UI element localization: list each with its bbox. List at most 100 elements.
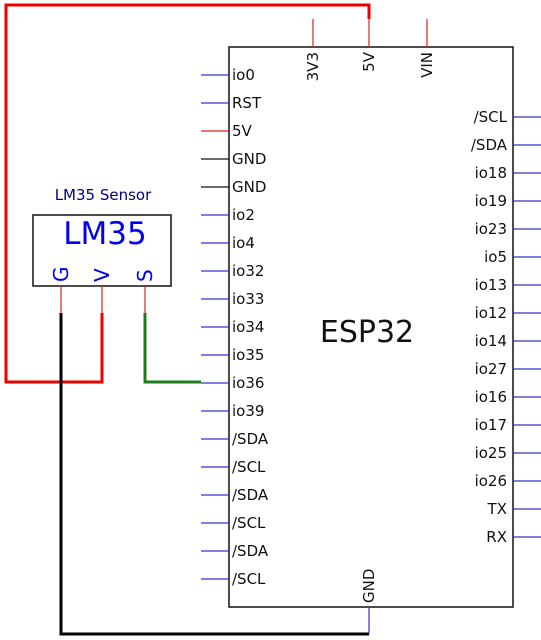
pin-label: /SDA	[232, 430, 269, 448]
pin-left-scl-18: /SCL	[201, 570, 266, 588]
pin-label: io26	[475, 472, 507, 490]
pin-label: RST	[232, 94, 262, 112]
pin-label: GND	[232, 150, 266, 168]
pin-left-scl-16: /SCL	[201, 514, 266, 532]
pin-left-io36-11: io36	[201, 374, 264, 392]
pin-label: io4	[232, 234, 255, 252]
pin-left-rst-1: RST	[201, 94, 262, 112]
pin-left-io33-8: io33	[201, 290, 264, 308]
sensor-caption: LM35 Sensor	[55, 186, 152, 204]
pin-left-io39-12: io39	[201, 402, 264, 420]
pin-label: /SCL	[474, 108, 508, 126]
pin-label: 5V	[360, 51, 378, 72]
wires-layer	[4, 3, 371, 636]
pin-label: 3V3	[304, 52, 322, 81]
pin-label: io17	[475, 416, 507, 434]
pin-label: io5	[484, 248, 507, 266]
pin-right-io12-7: io12	[475, 304, 541, 322]
pin-label: VIN	[418, 52, 436, 78]
pin-top-3v3: 3V3	[304, 19, 322, 81]
chip-right-pins: /SCL/SDA io18 io19 io23 io5 io13 io12 io14 io27 i…	[471, 108, 541, 546]
pin-left-io4-6: io4	[201, 234, 255, 252]
pin-label: io18	[475, 164, 507, 182]
sensor-pin-label: G	[49, 267, 73, 283]
pin-right-io13-6: io13	[475, 276, 541, 294]
sensor-pin-s: S	[133, 269, 157, 313]
pin-label: io32	[232, 262, 264, 280]
pin-top-vin: VIN	[418, 19, 436, 78]
pin-right-io19-3: io19	[475, 192, 541, 210]
chip-top-pins: 3V3 5V VIN	[304, 19, 436, 81]
pin-label: io33	[232, 290, 264, 308]
pin-right-io14-8: io14	[475, 332, 541, 350]
pin-label: /SDA	[232, 542, 269, 560]
pin-label: GND	[360, 569, 378, 603]
pin-right-io27-9: io27	[475, 360, 541, 378]
chip-title: ESP32	[320, 315, 414, 350]
pin-right-io5-5: io5	[484, 248, 541, 266]
pin-left-scl-14: /SCL	[201, 458, 266, 476]
pin-label: io36	[232, 374, 264, 392]
pin-label: /SDA	[471, 136, 508, 154]
pin-label: io19	[475, 192, 507, 210]
pin-left-5v-2: 5V	[201, 122, 253, 140]
pin-label: GND	[232, 178, 266, 196]
sensor-pin-label: S	[133, 269, 157, 282]
pin-top-5v: 5V	[360, 19, 378, 72]
pin-label: io23	[475, 220, 507, 238]
chip-left-pins: io0 RST 5V GND GND io2 io4 io32 io33 io34 io35 io36…	[201, 66, 269, 588]
pin-right-io16-10: io16	[475, 388, 541, 406]
pin-label: io25	[475, 444, 507, 462]
pin-right-io18-2: io18	[475, 164, 541, 182]
sensor-pin-v: V	[90, 268, 114, 313]
pin-left-io35-10: io35	[201, 346, 264, 364]
pin-left-gnd-3: GND	[201, 150, 266, 168]
pin-right-io17-11: io17	[475, 416, 541, 434]
pin-label: io35	[232, 346, 264, 364]
pin-right-io26-13: io26	[475, 472, 541, 490]
pin-right-rx-15: RX	[486, 528, 541, 546]
pin-left-io32-7: io32	[201, 262, 264, 280]
lm35-sensor: LM35 Sensor LM35 G V S	[32, 186, 172, 313]
pin-label: io13	[475, 276, 507, 294]
pin-left-io2-5: io2	[201, 206, 255, 224]
pin-right-io25-12: io25	[475, 444, 541, 462]
pin-right-tx-14: TX	[487, 500, 541, 518]
pin-left-gnd-4: GND	[201, 178, 266, 196]
pin-label: /SCL	[232, 458, 266, 476]
pin-label: io14	[475, 332, 507, 350]
sensor-name: LM35	[63, 216, 146, 252]
pin-label: 5V	[232, 122, 253, 140]
pin-right-sda-1: /SDA	[471, 136, 541, 154]
wire-5v-red	[4, 3, 371, 384]
pin-label: io34	[232, 318, 264, 336]
wire-gnd-black	[59, 313, 369, 636]
pin-label: /SCL	[232, 514, 266, 532]
wire-signal-green	[143, 313, 201, 384]
pin-label: RX	[486, 528, 507, 546]
pin-label: /SDA	[232, 486, 269, 504]
pin-right-io23-4: io23	[475, 220, 541, 238]
pin-label: io39	[232, 402, 264, 420]
sensor-pin-g: G	[49, 267, 73, 313]
pin-label: io12	[475, 304, 507, 322]
pin-label: io16	[475, 388, 507, 406]
chip-bottom-pins: GND	[360, 569, 378, 634]
sensor-pin-label: V	[90, 268, 114, 282]
pin-left-io0-0: io0	[201, 66, 255, 84]
pin-label: TX	[487, 500, 507, 518]
pin-bottom-gnd: GND	[360, 569, 378, 634]
pin-label: /SCL	[232, 570, 266, 588]
pin-left-sda-17: /SDA	[201, 542, 269, 560]
pin-label: io27	[475, 360, 507, 378]
pin-right-scl-0: /SCL	[474, 108, 541, 126]
pin-label: io0	[232, 66, 255, 84]
pin-left-io34-9: io34	[201, 318, 264, 336]
pin-left-sda-13: /SDA	[201, 430, 269, 448]
esp32-module: ESP32 io0RST5VGNDGNDio2io4io32io33io34io…	[201, 19, 541, 634]
pin-label: io2	[232, 206, 255, 224]
pin-left-sda-15: /SDA	[201, 486, 269, 504]
